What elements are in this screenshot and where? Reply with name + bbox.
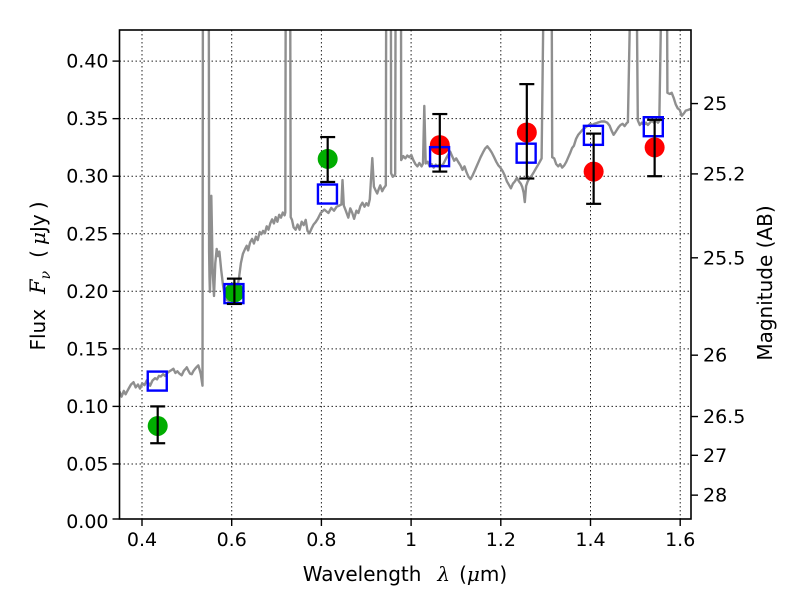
error-bar xyxy=(150,405,166,445)
axes-frame xyxy=(118,29,692,520)
axis-label-part: ) xyxy=(26,201,50,209)
axis-labels: Wavelength λ (μm)FluxFν(μJy) Magnitude (AB) xyxy=(26,201,777,586)
error-bar xyxy=(519,83,535,180)
magnitude-tick-label: 25.2 xyxy=(703,163,745,185)
axis-label-part: μ xyxy=(26,232,50,245)
x-tick-label: 0.4 xyxy=(127,529,157,551)
x-tick-label: 1.6 xyxy=(665,529,695,551)
x-tick-label: 1.2 xyxy=(486,529,516,551)
x-tick-label: 1 xyxy=(405,529,417,551)
observed-photometry-points xyxy=(147,122,665,436)
x-tick-label: 1.4 xyxy=(575,529,605,551)
error-bar xyxy=(320,135,336,184)
gridlines xyxy=(119,30,691,519)
magnitude-tick-label: 27 xyxy=(703,445,727,467)
x-axis-label: Wavelength λ (μm) xyxy=(303,562,507,586)
error-bar xyxy=(586,132,602,205)
flux-tick-label: 0.30 xyxy=(66,166,108,188)
flux-tick-label: 0.40 xyxy=(66,51,108,73)
flux-tick-label: 0.25 xyxy=(66,223,108,245)
magnitude-tick-label: 25.5 xyxy=(703,247,745,269)
model-point-square xyxy=(146,370,168,392)
axis-label-part: ( xyxy=(459,562,467,586)
error-bars xyxy=(150,83,663,445)
axis-label-part: Flux xyxy=(26,309,50,351)
flux-tick-label: 0.15 xyxy=(66,338,108,360)
y-axis-label-magnitude: Magnitude (AB) xyxy=(753,205,777,360)
axis-label-part: Wavelength xyxy=(303,562,422,586)
error-bar xyxy=(432,112,448,173)
model-spectrum-line xyxy=(119,30,691,398)
tick-labels: 0.4 0.6 0.8 1 1.2 1.4 1.6 0.00 0.05 0.10 0.15 0.20 0… xyxy=(66,51,745,551)
x-tick-label: 0.8 xyxy=(306,529,336,551)
flux-tick-label: 0.00 xyxy=(66,511,108,533)
flux-tick-label: 0.35 xyxy=(66,108,108,130)
axis-label-part: m) xyxy=(480,562,507,586)
axis-label-part: ν xyxy=(38,270,54,279)
axis-label-part: F xyxy=(26,278,50,295)
axis-label-part: λ xyxy=(436,562,450,586)
model-point-square xyxy=(642,116,664,138)
axis-label-part: Jy xyxy=(26,214,50,234)
magnitude-tick-label: 28 xyxy=(703,485,727,507)
tick-marks xyxy=(112,60,698,526)
error-bar xyxy=(226,277,242,306)
flux-tick-label: 0.20 xyxy=(66,281,108,303)
magnitude-tick-label: 26 xyxy=(703,345,727,367)
x-tick-label: 0.6 xyxy=(217,529,247,551)
error-bar xyxy=(647,118,663,178)
axis-label-part: μ xyxy=(467,562,480,586)
axis-label-part: ( xyxy=(26,250,50,258)
magnitude-tick-label: 25 xyxy=(703,93,727,115)
flux-tick-label: 0.05 xyxy=(66,453,108,475)
plot-border xyxy=(118,29,692,520)
spectrum-polyline xyxy=(119,30,691,398)
model-point-square xyxy=(316,183,339,205)
y-axis-label-flux: Flux Fν ( μJy) xyxy=(26,201,54,350)
magnitude-tick-label: 26.5 xyxy=(703,406,745,428)
flux-tick-label: 0.10 xyxy=(66,396,108,418)
